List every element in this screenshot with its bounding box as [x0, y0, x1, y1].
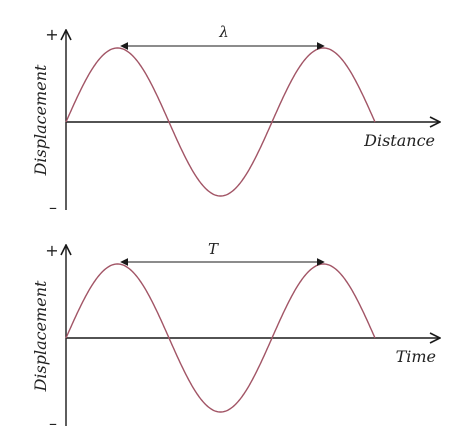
y-axis-label: Displacement [31, 280, 50, 392]
y-axis-label: Displacement [31, 64, 50, 176]
wavelength-label: λ [218, 23, 229, 41]
minus-sign: – [49, 414, 57, 433]
x-axis-label: Distance [363, 131, 435, 150]
minus-sign: – [49, 198, 57, 217]
plus-sign: + [45, 25, 58, 44]
plus-sign: + [45, 241, 58, 260]
panel-time: T + – Displacement Time [31, 240, 440, 433]
x-axis-label: Time [396, 347, 436, 366]
period-label: T [208, 240, 219, 258]
panel-distance: λ + – Displacement Distance [31, 23, 440, 217]
